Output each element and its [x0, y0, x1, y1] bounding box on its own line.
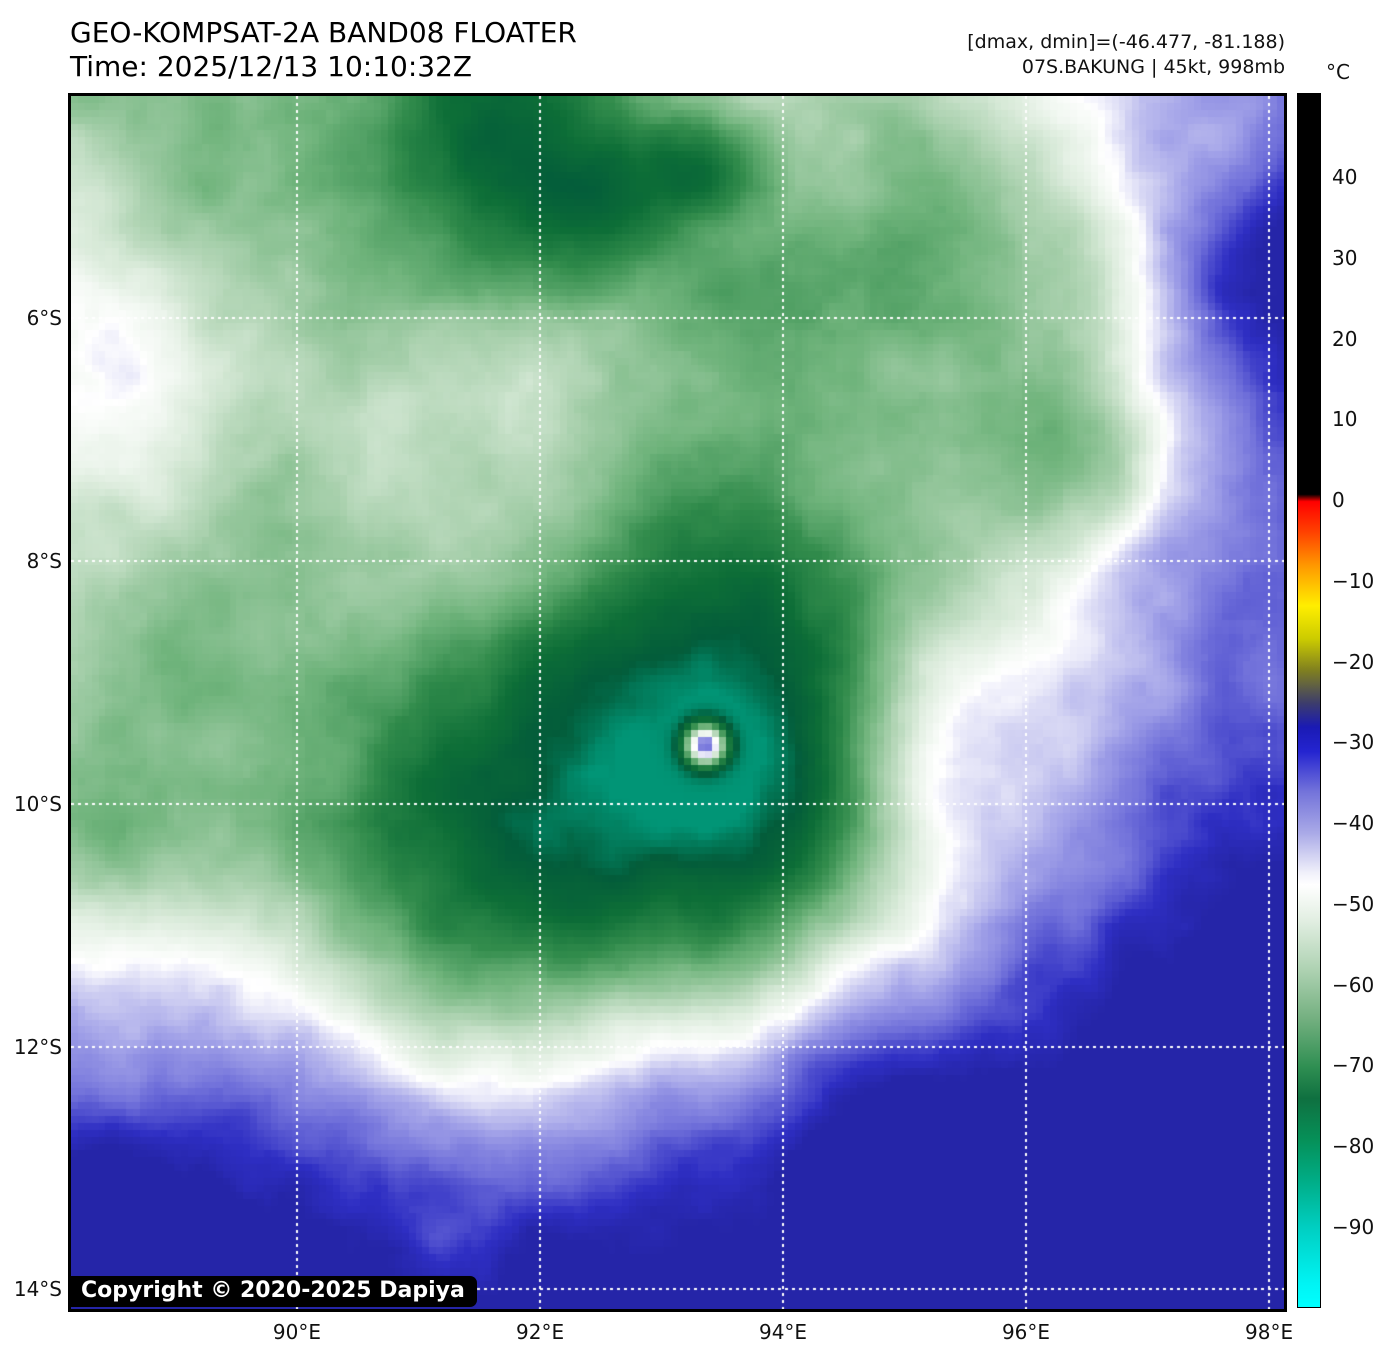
- colorbar-tick-label: −60: [1332, 972, 1375, 997]
- range-info: [dmax, dmin]=(-46.477, -81.188): [967, 31, 1285, 53]
- colorbar-tick-label: −70: [1332, 1053, 1375, 1078]
- annotation-block: [dmax, dmin]=(-46.477, -81.188) 07S.BAKU…: [967, 30, 1285, 80]
- lat-tick-label: 12°S: [13, 1034, 62, 1059]
- colorbar-tick-label: −80: [1332, 1134, 1375, 1159]
- lon-tick-label: 94°E: [758, 1320, 808, 1344]
- copyright-badge: Copyright © 2020-2025 Dapiya: [71, 1276, 477, 1307]
- lat-tick-label: 14°S: [13, 1276, 62, 1301]
- lat-tick-label: 10°S: [13, 792, 62, 817]
- colorbar-unit-label: °C: [1326, 60, 1350, 84]
- lat-tick-label: 6°S: [26, 305, 62, 330]
- colorbar-tick-label: −30: [1332, 730, 1375, 755]
- colorbar-gradient: [1297, 93, 1321, 1308]
- colorbar-tick-label: −90: [1332, 1215, 1375, 1240]
- colorbar-tick-label: −20: [1332, 649, 1375, 674]
- lon-tick-label: 96°E: [1001, 1320, 1051, 1344]
- lat-tick-label: 8°S: [26, 548, 62, 573]
- lon-tick-label: 98°E: [1245, 1320, 1294, 1344]
- satellite-map: Copyright © 2020-2025 Dapiya: [68, 93, 1287, 1312]
- title-block: GEO-KOMPSAT-2A BAND08 FLOATER Time: 2025…: [70, 16, 577, 84]
- timestamp: Time: 2025/12/13 10:10:32Z: [70, 50, 473, 83]
- ir-cloud-field-canvas: [71, 96, 1284, 1309]
- colorbar-tick-label: 30: [1332, 245, 1358, 270]
- colorbar-tick-label: −10: [1332, 568, 1375, 593]
- colorbar-tick-label: 20: [1332, 326, 1358, 351]
- colorbar-tick-label: 10: [1332, 407, 1358, 432]
- colorbar-tick-label: −50: [1332, 892, 1375, 916]
- colorbar-tick-label: 40: [1332, 165, 1358, 190]
- lon-tick-label: 90°E: [272, 1320, 322, 1344]
- lon-tick-label: 92°E: [516, 1320, 565, 1344]
- storm-info: 07S.BAKUNG | 45kt, 998mb: [1021, 56, 1285, 78]
- colorbar-tick-label: 0: [1332, 488, 1345, 513]
- page-title: GEO-KOMPSAT-2A BAND08 FLOATER: [70, 16, 577, 49]
- colorbar-tick-label: −40: [1332, 811, 1375, 836]
